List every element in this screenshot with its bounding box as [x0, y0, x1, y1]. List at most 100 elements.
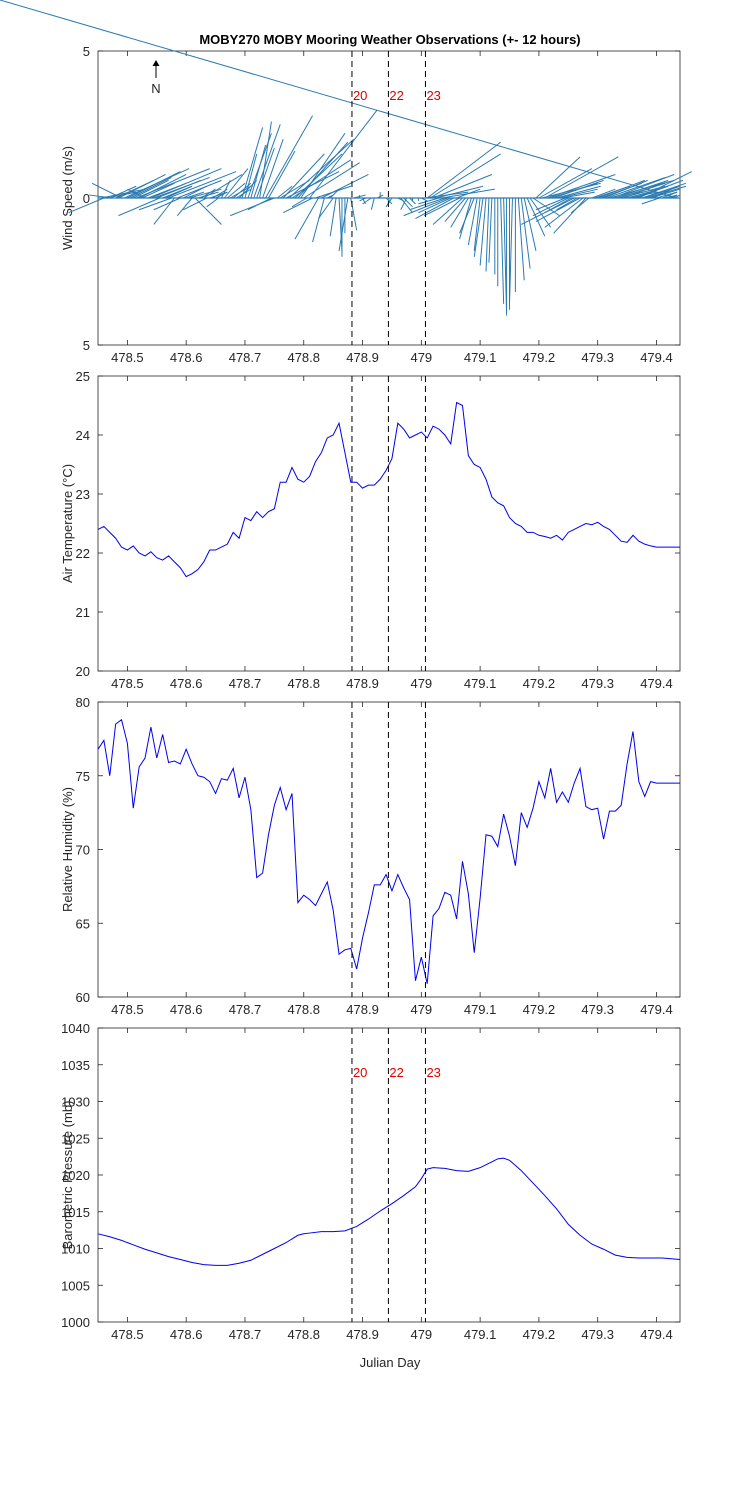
x-tick-label: 478.8 — [287, 1002, 320, 1017]
x-tick-label: 479.3 — [581, 350, 614, 365]
y-tick-label: 75 — [76, 769, 90, 784]
wind-vector — [256, 147, 275, 199]
wind-vector — [329, 188, 340, 199]
series-line — [97, 1157, 681, 1266]
x-tick-label: 479.2 — [523, 676, 556, 691]
wind-vector — [303, 162, 360, 199]
y-tick-label: 20 — [76, 664, 90, 679]
y-tick-label: 25 — [76, 369, 90, 384]
y-tick-label: 21 — [76, 605, 90, 620]
y-tick-label: 22 — [76, 546, 90, 561]
event-marker-label: 23 — [426, 1065, 440, 1080]
event-marker-label: 22 — [389, 1065, 403, 1080]
wind-vector — [623, 182, 663, 199]
wind-vector — [362, 197, 372, 205]
wind-vector — [403, 197, 413, 208]
x-tick-label: 478.9 — [346, 1002, 379, 1017]
x-tick-label: 478.8 — [287, 676, 320, 691]
wind-vector — [520, 197, 531, 269]
event-marker-label: 20 — [353, 1065, 367, 1080]
x-tick-label: 479 — [410, 350, 432, 365]
wind-vector — [547, 174, 616, 199]
wind-vector — [544, 156, 619, 199]
y-axis-label: Air Temperature (°C) — [60, 464, 75, 583]
wind-vector — [615, 179, 669, 199]
wind-vector — [662, 191, 678, 199]
wind-vector — [456, 188, 481, 199]
wind-vector — [597, 179, 645, 199]
wind-vector — [559, 188, 598, 199]
wind-vector — [432, 197, 463, 225]
wind-vector — [282, 197, 313, 214]
wind-vector — [215, 191, 228, 199]
wind-vector — [276, 185, 293, 199]
wind-vector — [203, 174, 243, 199]
x-tick-label: 479.3 — [581, 1327, 614, 1342]
y-tick-label: 60 — [76, 990, 90, 1005]
wind-vector — [91, 182, 122, 199]
wind-vector — [68, 197, 105, 214]
wind-vector — [435, 185, 484, 199]
x-tick-label: 479.4 — [640, 1327, 673, 1342]
wind-vector — [262, 139, 284, 199]
x-tick-label: 479 — [410, 676, 432, 691]
x-tick-label: 479.3 — [581, 676, 614, 691]
x-tick-label: 479.4 — [640, 676, 673, 691]
wind-vector — [509, 197, 513, 304]
wind-vector — [553, 179, 604, 199]
wind-vector — [176, 197, 193, 216]
wind-vector — [294, 153, 343, 199]
wind-vector — [338, 197, 349, 252]
wind-vector — [544, 197, 584, 228]
wind-vector — [523, 197, 537, 252]
x-tick-label: 478.8 — [287, 1327, 320, 1342]
x-tick-label: 478.5 — [111, 350, 144, 365]
y-tick-label: 80 — [76, 695, 90, 710]
y-tick-label: 1040 — [61, 1021, 90, 1036]
x-tick-label: 478.7 — [229, 350, 262, 365]
x-tick-label: 479.1 — [464, 676, 497, 691]
x-tick-label: 478.5 — [111, 676, 144, 691]
x-tick-label: 479.4 — [640, 1002, 673, 1017]
series-line — [97, 718, 680, 984]
wind-vector — [553, 197, 587, 234]
panel-4: 478.5 478.6 478.7 478.8 478.9 479 479.1 479.2 47… — [60, 1021, 681, 1342]
wind-vector — [538, 168, 593, 199]
y-tick-label: 24 — [76, 428, 90, 443]
y-axis-label: Wind Speed (m/s) — [60, 146, 75, 250]
wind-vector — [294, 197, 319, 240]
wind-vector — [426, 141, 502, 199]
event-marker-label: 23 — [426, 88, 440, 103]
wind-vector — [459, 197, 475, 234]
y-tick-label: 1035 — [61, 1058, 90, 1073]
wind-vector — [138, 197, 172, 211]
wind-vector — [479, 197, 487, 266]
panel-2: 478.5 478.6 478.7 478.8 478.9 479 479.1 479.2 47… — [60, 369, 681, 691]
wind-vector — [150, 168, 222, 199]
wind-vector — [424, 197, 460, 217]
wind-vector — [535, 156, 581, 199]
wind-vector — [230, 197, 275, 217]
wind-vector — [109, 185, 137, 199]
x-tick-label: 479.1 — [464, 1002, 497, 1017]
wind-vector — [618, 182, 666, 199]
y-tick-label: 5 — [83, 44, 90, 59]
wind-vector — [641, 182, 687, 199]
wind-vector — [238, 180, 258, 199]
x-tick-label: 478.6 — [170, 1002, 203, 1017]
wind-vector — [488, 197, 493, 263]
wind-vector — [118, 197, 160, 217]
x-tick-label: 478.7 — [229, 1002, 262, 1017]
wind-vector — [591, 188, 616, 199]
wind-vector — [532, 197, 560, 217]
wind-vector — [603, 179, 648, 199]
wind-vector — [612, 174, 675, 199]
x-tick-label: 478.6 — [170, 350, 203, 365]
wind-vector — [415, 197, 454, 220]
wind-vector — [268, 150, 296, 199]
x-tick-label: 478.5 — [111, 1002, 144, 1017]
north-arrow-head — [152, 60, 160, 66]
wind-vector — [291, 197, 307, 208]
wind-vector — [206, 197, 219, 208]
